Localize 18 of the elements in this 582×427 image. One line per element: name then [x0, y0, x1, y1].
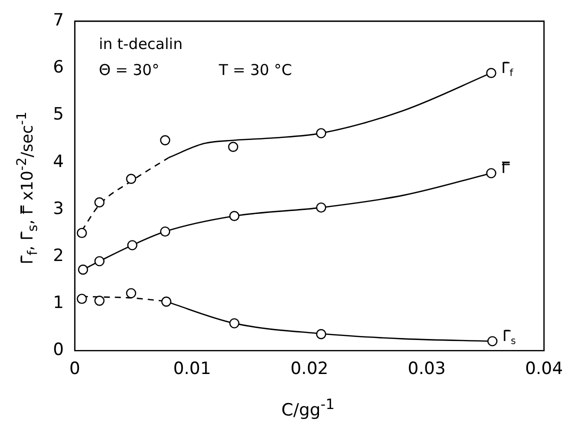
- y-tick-label: 3: [52, 198, 64, 219]
- annotation: T = 30 °C: [218, 61, 292, 80]
- y-tick-label: 0: [52, 340, 64, 360]
- y-tick-label: 7: [52, 10, 64, 31]
- x-tick-label: 0: [69, 359, 80, 380]
- y-tick-label: 4: [52, 152, 64, 172]
- y-tick-label: 1: [52, 292, 64, 313]
- x-axis-title: C/gg$^{-1}$: [281, 397, 335, 421]
- annotation: Θ = 30°: [98, 61, 160, 80]
- y-tick-label: 6: [52, 58, 64, 78]
- y-tick-label: 2: [52, 246, 64, 266]
- y-tick-label: 5: [52, 104, 64, 125]
- x-tick-label: 0.01: [173, 359, 212, 380]
- series-label: Γ̿: [501, 159, 511, 178]
- x-tick-label: 0.02: [290, 359, 328, 380]
- x-tick-label: 0.04: [525, 359, 563, 380]
- x-tick-label: 0.03: [408, 359, 446, 380]
- annotation: in t-decalin: [98, 35, 183, 54]
